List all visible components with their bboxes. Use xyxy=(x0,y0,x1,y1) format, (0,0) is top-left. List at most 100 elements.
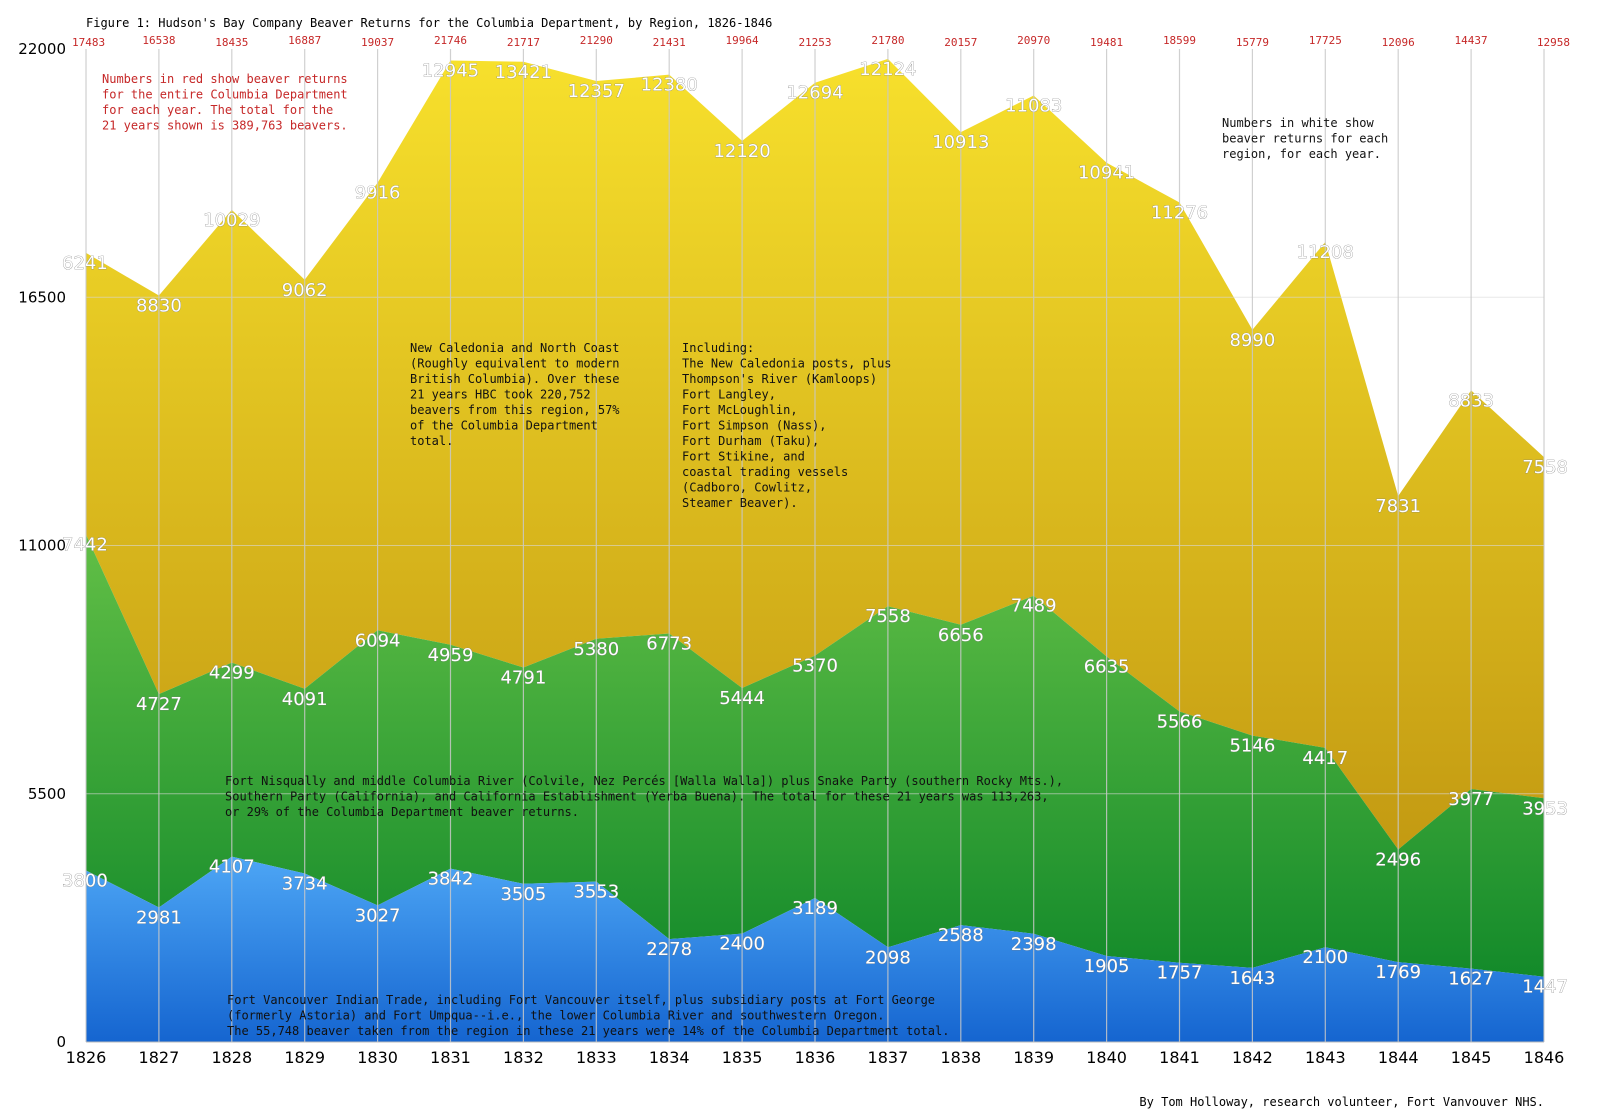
total-label: 21780 xyxy=(871,34,904,47)
x-tick-label: 1830 xyxy=(357,1048,398,1067)
value-label-fort_vancouver: 2588 xyxy=(938,925,984,946)
total-label: 15779 xyxy=(1236,36,1269,49)
red-note-line: for each year. The total for the xyxy=(102,103,333,117)
value-label-fort_vancouver: 3553 xyxy=(573,882,619,903)
total-label: 17483 xyxy=(72,36,105,49)
value-label-nisqually: 5566 xyxy=(1157,711,1203,732)
white-note-line: beaver returns for each xyxy=(1222,132,1388,146)
including-note-line: The New Caledonia posts, plus xyxy=(682,357,892,371)
vancouver-note: Fort Vancouver Indian Trade, including F… xyxy=(227,993,949,1038)
value-label-nisqually: 7489 xyxy=(1011,596,1057,617)
value-label-new_caledonia: 11276 xyxy=(1151,203,1208,224)
y-tick-label: 0 xyxy=(56,1033,66,1051)
total-label: 12958 xyxy=(1537,36,1570,49)
value-label-nisqually: 3953 xyxy=(1522,798,1568,819)
value-label-new_caledonia: 13421 xyxy=(495,62,552,83)
x-tick-label: 1838 xyxy=(940,1048,981,1067)
new-caledonia-note-line: total. xyxy=(410,434,453,448)
value-label-new_caledonia: 7831 xyxy=(1375,496,1421,517)
including-note: Including: The New Caledonia posts, plusT… xyxy=(682,341,892,510)
value-label-nisqually: 6094 xyxy=(355,630,401,651)
x-axis: 1826 1827 1828 1829 1830 1831 1832 1833 1834 1835… xyxy=(66,1048,1565,1067)
value-label-nisqually: 4727 xyxy=(136,694,182,715)
value-label-new_caledonia: 6241 xyxy=(62,253,108,274)
total-label: 19964 xyxy=(726,34,759,47)
value-label-fort_vancouver: 3842 xyxy=(428,869,474,890)
new-caledonia-note-line: New Caledonia and North Coast xyxy=(410,341,620,355)
total-label: 19037 xyxy=(361,36,394,49)
new-caledonia-note-line: British Columbia). Over these xyxy=(410,372,620,386)
value-label-new_caledonia: 10913 xyxy=(932,132,989,153)
white-note: Numbers in white show beaver returns for … xyxy=(1222,116,1388,161)
value-label-new_caledonia: 12124 xyxy=(859,59,916,80)
red-note-line: Numbers in red show beaver returns xyxy=(102,72,348,86)
value-label-nisqually: 5444 xyxy=(719,688,765,709)
value-label-new_caledonia: 12945 xyxy=(422,60,479,81)
value-label-fort_vancouver: 2398 xyxy=(1011,934,1057,955)
x-tick-label: 1828 xyxy=(211,1048,252,1067)
total-label: 20970 xyxy=(1017,34,1050,47)
value-label-new_caledonia: 8833 xyxy=(1448,390,1494,411)
including-note-line: coastal trading vessels xyxy=(682,465,848,479)
nisqually-note-line: or 29% of the Columbia Department beaver… xyxy=(225,805,579,819)
x-tick-label: 1841 xyxy=(1159,1048,1200,1067)
x-tick-label: 1831 xyxy=(430,1048,471,1067)
value-label-fort_vancouver: 1905 xyxy=(1084,956,1130,977)
value-label-new_caledonia: 10029 xyxy=(203,210,260,231)
value-label-fort_vancouver: 3505 xyxy=(500,884,546,905)
value-label-new_caledonia: 12380 xyxy=(641,75,698,96)
including-note-line: Fort Simpson (Nass), xyxy=(682,419,827,433)
including-note-line: Fort Stikine, and xyxy=(682,450,805,464)
total-label: 21717 xyxy=(507,36,540,49)
value-label-new_caledonia: 8830 xyxy=(136,296,182,317)
chart-title: Figure 1: Hudson's Bay Company Beaver Re… xyxy=(86,16,772,30)
total-label: 21290 xyxy=(580,34,613,47)
value-label-nisqually: 4091 xyxy=(282,689,328,710)
x-tick-label: 1839 xyxy=(1013,1048,1054,1067)
nisqually-note-line: Southern Party (California), and Califor… xyxy=(225,790,1049,804)
value-label-fort_vancouver: 3027 xyxy=(355,905,401,926)
value-label-nisqually: 2496 xyxy=(1375,849,1421,870)
vancouver-note-line: (formerly Astoria) and Fort Umpqua--i.e.… xyxy=(227,1009,884,1023)
including-note-line: Steamer Beaver). xyxy=(682,496,798,510)
y-tick-label: 16500 xyxy=(18,288,66,306)
value-label-new_caledonia: 7558 xyxy=(1522,457,1568,478)
x-tick-label: 1835 xyxy=(722,1048,763,1067)
x-tick-label: 1840 xyxy=(1086,1048,1127,1067)
including-note-line: Fort Langley, xyxy=(682,388,776,402)
value-label-fort_vancouver: 1757 xyxy=(1157,963,1203,984)
y-tick-label: 11000 xyxy=(18,537,66,555)
y-axis: 0 5500 11000 16500 22000 xyxy=(18,40,66,1051)
x-tick-label: 1836 xyxy=(795,1048,836,1067)
total-label: 17725 xyxy=(1309,34,1342,47)
value-label-nisqually: 7442 xyxy=(62,535,108,556)
value-label-nisqually: 5146 xyxy=(1229,736,1275,757)
value-label-fort_vancouver: 2100 xyxy=(1302,947,1348,968)
value-label-fort_vancouver: 1447 xyxy=(1522,977,1568,998)
value-label-new_caledonia: 9916 xyxy=(355,183,401,204)
value-label-nisqually: 6656 xyxy=(938,625,984,646)
x-tick-label: 1826 xyxy=(66,1048,107,1067)
value-labels: 3800 2981 4107 3734 3027 3842 3505 3553 2278 2400… xyxy=(62,59,1569,998)
total-labels: 17483 16538 18435 16887 19037 21746 21717 21290… xyxy=(72,34,1570,49)
x-tick-label: 1827 xyxy=(139,1048,180,1067)
red-note-line: for the entire Columbia Department xyxy=(102,88,348,102)
value-label-fort_vancouver: 2098 xyxy=(865,947,911,968)
value-label-fort_vancouver: 3189 xyxy=(792,898,838,919)
total-label: 14437 xyxy=(1455,34,1488,47)
annotations: Numbers in red show beaver returns for th… xyxy=(102,72,1388,1038)
value-label-fort_vancouver: 1627 xyxy=(1448,969,1494,990)
total-label: 21431 xyxy=(653,36,686,49)
value-label-fort_vancouver: 1643 xyxy=(1229,968,1275,989)
including-note-line: Including: xyxy=(682,341,754,355)
value-label-new_caledonia: 11208 xyxy=(1297,242,1354,263)
x-tick-label: 1833 xyxy=(576,1048,617,1067)
total-label: 12096 xyxy=(1382,36,1415,49)
value-label-nisqually: 4791 xyxy=(500,668,546,689)
nisqually-note-line: Fort Nisqually and middle Columbia River… xyxy=(225,774,1063,788)
x-tick-label: 1843 xyxy=(1305,1048,1346,1067)
including-note-line: Thompson's River (Kamloops) xyxy=(682,372,877,386)
value-label-nisqually: 4959 xyxy=(428,645,474,666)
total-label: 16538 xyxy=(142,34,175,47)
value-label-fort_vancouver: 4107 xyxy=(209,857,255,878)
